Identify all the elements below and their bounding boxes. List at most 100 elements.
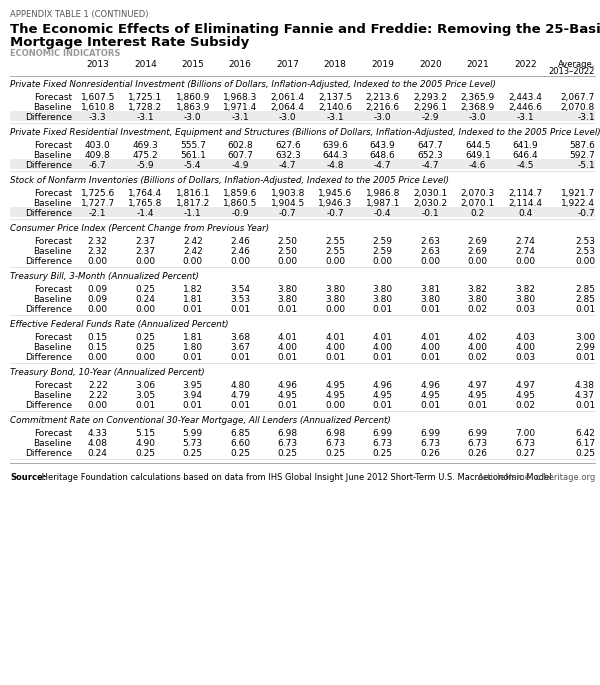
Text: 6.99: 6.99 xyxy=(373,429,393,438)
Text: 2.42: 2.42 xyxy=(183,247,203,256)
Text: 2.50: 2.50 xyxy=(278,247,298,256)
Text: 1.81: 1.81 xyxy=(182,295,203,303)
Text: 1,816.1: 1,816.1 xyxy=(176,188,210,197)
Text: 0.15: 0.15 xyxy=(88,332,108,342)
Text: 0.00: 0.00 xyxy=(373,256,393,266)
Text: 2.74: 2.74 xyxy=(515,236,535,245)
Text: -4.7: -4.7 xyxy=(374,160,392,169)
Text: Forecast: Forecast xyxy=(34,188,72,197)
Text: Difference: Difference xyxy=(25,208,72,218)
Text: 0.01: 0.01 xyxy=(575,401,595,410)
Text: 2.59: 2.59 xyxy=(373,236,393,245)
Text: -2.9: -2.9 xyxy=(421,112,439,121)
Text: 602.8: 602.8 xyxy=(227,140,253,149)
Text: 3.81: 3.81 xyxy=(420,284,440,293)
Text: 0.01: 0.01 xyxy=(467,401,488,410)
Text: 3.00: 3.00 xyxy=(575,332,595,342)
Text: Commitment Rate on Conventional 30-Year Mortgage, All Lenders (Annualized Percen: Commitment Rate on Conventional 30-Year … xyxy=(10,416,391,425)
Text: -3.3: -3.3 xyxy=(89,112,107,121)
Text: -4.8: -4.8 xyxy=(326,160,344,169)
Text: 1.80: 1.80 xyxy=(182,342,203,351)
Text: 3.80: 3.80 xyxy=(420,295,440,303)
Text: 2.69: 2.69 xyxy=(468,247,488,256)
Text: 2.55: 2.55 xyxy=(325,236,345,245)
Text: Forecast: Forecast xyxy=(34,236,72,245)
Text: 475.2: 475.2 xyxy=(133,151,158,160)
Text: 3.80: 3.80 xyxy=(515,295,535,303)
Text: 4.95: 4.95 xyxy=(325,390,345,399)
Text: 649.1: 649.1 xyxy=(465,151,491,160)
Text: -3.0: -3.0 xyxy=(184,112,202,121)
Text: 0.25: 0.25 xyxy=(135,332,155,342)
Text: 0.01: 0.01 xyxy=(278,401,298,410)
Text: 1,859.6: 1,859.6 xyxy=(223,188,257,197)
Text: Effective Federal Funds Rate (Annualized Percent): Effective Federal Funds Rate (Annualized… xyxy=(10,320,229,329)
Text: 1,727.7: 1,727.7 xyxy=(80,199,115,208)
Text: 2.22: 2.22 xyxy=(88,390,107,399)
Text: 641.9: 641.9 xyxy=(512,140,538,149)
Text: 0.01: 0.01 xyxy=(182,353,203,362)
Text: 2,070.3: 2,070.3 xyxy=(461,188,495,197)
Text: 3.05: 3.05 xyxy=(135,390,155,399)
Text: Forecast: Forecast xyxy=(34,332,72,342)
Text: 0.00: 0.00 xyxy=(420,256,440,266)
Text: 0.00: 0.00 xyxy=(88,305,108,314)
Text: 0.25: 0.25 xyxy=(183,449,203,458)
Text: ArticleName  ⌂ heritage.org: ArticleName ⌂ heritage.org xyxy=(478,473,595,482)
Text: 0.00: 0.00 xyxy=(325,305,346,314)
Text: 0.01: 0.01 xyxy=(230,305,250,314)
Text: -6.7: -6.7 xyxy=(89,160,107,169)
Text: 3.80: 3.80 xyxy=(325,284,346,293)
Text: Forecast: Forecast xyxy=(34,380,72,390)
Bar xyxy=(10,111,595,121)
Text: 4.01: 4.01 xyxy=(420,332,440,342)
Text: 4.37: 4.37 xyxy=(575,390,595,399)
Text: 1,764.4: 1,764.4 xyxy=(128,188,163,197)
Text: 4.96: 4.96 xyxy=(278,380,298,390)
Text: 4.00: 4.00 xyxy=(325,342,345,351)
Text: 2.63: 2.63 xyxy=(420,236,440,245)
Text: 3.80: 3.80 xyxy=(278,295,298,303)
Text: 0.01: 0.01 xyxy=(278,305,298,314)
Text: 403.0: 403.0 xyxy=(85,140,110,149)
Text: Forecast: Forecast xyxy=(34,92,72,101)
Text: 2.22: 2.22 xyxy=(88,380,107,390)
Text: 2,030.2: 2,030.2 xyxy=(413,199,448,208)
Text: 0.01: 0.01 xyxy=(420,305,440,314)
Text: Baseline: Baseline xyxy=(34,199,72,208)
Text: -5.9: -5.9 xyxy=(136,160,154,169)
Text: ECONOMIC INDICATORS: ECONOMIC INDICATORS xyxy=(10,49,121,58)
Text: 0.00: 0.00 xyxy=(325,401,346,410)
Text: Stock of Nonfarm Inventories (Billions of Dollars, Inflation-Adjusted, Indexed t: Stock of Nonfarm Inventories (Billions o… xyxy=(10,176,449,185)
Text: -3.1: -3.1 xyxy=(517,112,534,121)
Text: 3.68: 3.68 xyxy=(230,332,250,342)
Text: Private Fixed Nonresidential Investment (Billions of Dollars, Inflation-Adjusted: Private Fixed Nonresidential Investment … xyxy=(10,80,496,89)
Text: Difference: Difference xyxy=(25,449,72,458)
Text: 0.00: 0.00 xyxy=(467,256,488,266)
Text: 0.01: 0.01 xyxy=(575,353,595,362)
Text: -3.0: -3.0 xyxy=(374,112,392,121)
Text: 2.85: 2.85 xyxy=(575,295,595,303)
Text: 6.17: 6.17 xyxy=(575,438,595,447)
Text: -5.1: -5.1 xyxy=(577,160,595,169)
Text: -0.7: -0.7 xyxy=(279,208,296,218)
Text: 6.42: 6.42 xyxy=(575,429,595,438)
Text: 3.82: 3.82 xyxy=(515,284,535,293)
Text: 627.6: 627.6 xyxy=(275,140,301,149)
Text: Baseline: Baseline xyxy=(34,438,72,447)
Text: 648.6: 648.6 xyxy=(370,151,395,160)
Text: 1,904.5: 1,904.5 xyxy=(271,199,305,208)
Text: -4.7: -4.7 xyxy=(421,160,439,169)
Text: 0.26: 0.26 xyxy=(420,449,440,458)
Text: 0.00: 0.00 xyxy=(135,353,155,362)
Text: 2,030.1: 2,030.1 xyxy=(413,188,448,197)
Text: 0.01: 0.01 xyxy=(278,353,298,362)
Text: 0.01: 0.01 xyxy=(325,353,346,362)
Text: 4.95: 4.95 xyxy=(278,390,298,399)
Text: 6.73: 6.73 xyxy=(278,438,298,447)
Text: 2,368.9: 2,368.9 xyxy=(461,103,495,112)
Text: 0.25: 0.25 xyxy=(135,342,155,351)
Text: 0.03: 0.03 xyxy=(515,353,535,362)
Text: -0.1: -0.1 xyxy=(421,208,439,218)
Text: Treasury Bill, 3-Month (Annualized Percent): Treasury Bill, 3-Month (Annualized Perce… xyxy=(10,272,199,281)
